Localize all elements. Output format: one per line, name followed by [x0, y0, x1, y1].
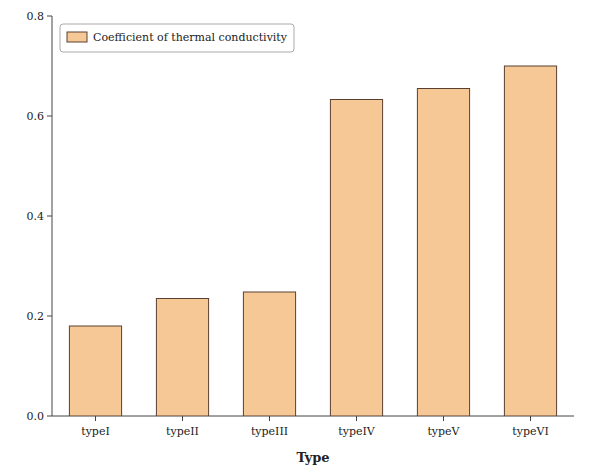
y-axis [52, 16, 53, 416]
x-tick [530, 416, 531, 421]
x-tick-label: typeV [427, 425, 460, 438]
x-axis-label: Type [296, 450, 329, 465]
y-tick-label: 0.8 [27, 10, 45, 23]
y-tick [47, 416, 52, 417]
legend-swatch [67, 32, 87, 42]
bar [417, 89, 469, 417]
bar [330, 100, 382, 417]
axes: 0.0 0.2 0.4 0.6 0.8 typeI typeII typeIII typeIV t… [27, 10, 575, 438]
x-tick [95, 416, 96, 421]
x-tick-label: typeIII [251, 425, 288, 438]
bar [156, 299, 208, 417]
bars [69, 66, 556, 416]
x-tick [269, 416, 270, 421]
x-tick-label: typeII [166, 425, 199, 438]
y-tick-label: 0.2 [27, 310, 45, 323]
y-tick [47, 216, 52, 217]
y-tick-label: 0.4 [27, 210, 45, 223]
legend: Coefficient of thermal conductivity [60, 24, 294, 52]
x-axis [52, 416, 574, 417]
x-tick [443, 416, 444, 421]
bar [69, 326, 121, 416]
y-tick [47, 16, 52, 17]
x-tick [182, 416, 183, 421]
legend-frame [60, 24, 294, 52]
chart: 0.0 0.2 0.4 0.6 0.8 typeI typeII typeIII typeIV t… [0, 0, 590, 474]
x-tick-label: typeI [81, 425, 110, 438]
bar [504, 66, 556, 416]
legend-label: Coefficient of thermal conductivity [93, 31, 288, 44]
x-tick-label: typeIV [338, 425, 376, 438]
x-tick-label: typeVI [512, 425, 548, 438]
y-tick [47, 316, 52, 317]
x-tick [356, 416, 357, 421]
y-tick-label: 0.0 [27, 410, 45, 423]
y-tick-label: 0.6 [27, 110, 45, 123]
y-tick [47, 116, 52, 117]
bar [243, 292, 295, 416]
